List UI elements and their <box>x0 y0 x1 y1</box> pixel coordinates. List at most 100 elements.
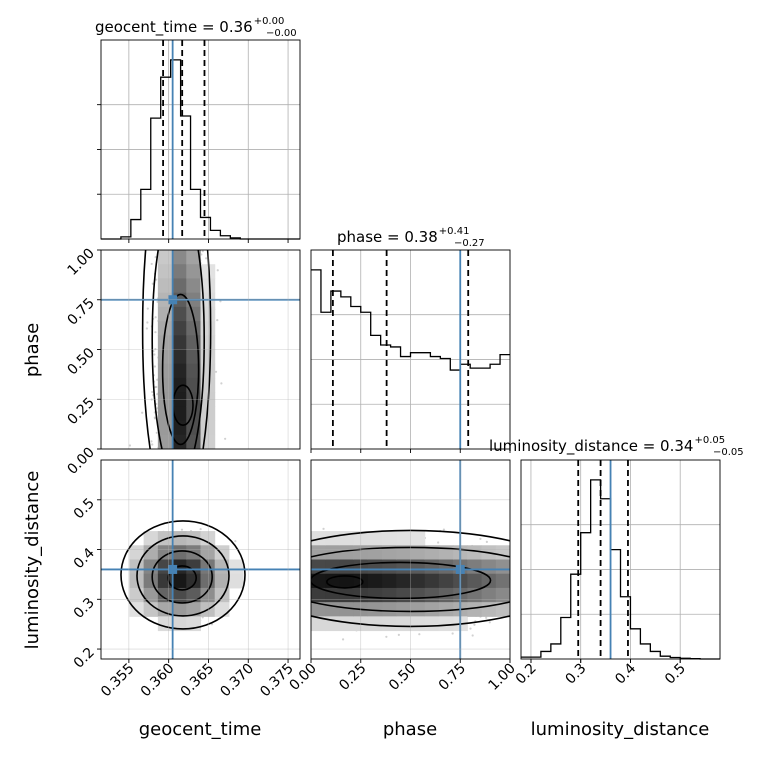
density-cell <box>200 335 216 350</box>
density-cell <box>157 377 173 393</box>
panel-2d-geocent-time-vs-luminosity-distance <box>100 459 301 660</box>
contour-line <box>311 561 492 600</box>
contour-line <box>161 293 200 446</box>
x-tick-label: 0.360 <box>138 661 178 701</box>
panel-hist-phase <box>310 249 511 453</box>
density-cell <box>214 573 230 589</box>
hist-phase <box>311 269 510 371</box>
contour-line <box>151 250 206 449</box>
density-cell <box>339 616 355 632</box>
density-cell <box>172 363 187 379</box>
contour-line <box>141 250 212 449</box>
y-tick-label: 0.25 <box>64 395 97 428</box>
density-cell <box>495 559 510 575</box>
title-phase: phase = 0.38+0.41 <box>337 226 469 246</box>
density-cell <box>382 616 397 632</box>
density-cell <box>410 545 426 560</box>
density-cell <box>495 602 510 617</box>
density-cell <box>200 573 216 589</box>
density-cell <box>143 587 159 603</box>
density-cell <box>467 573 483 589</box>
density-cell <box>186 349 201 365</box>
density-cell <box>172 250 187 265</box>
density-cell <box>467 602 483 617</box>
contour-line <box>136 535 230 617</box>
density-cell <box>325 531 340 546</box>
density-cell <box>157 250 173 265</box>
density-cell <box>325 559 340 575</box>
density-cell <box>172 545 187 560</box>
density-cell <box>172 587 187 603</box>
density-cell <box>129 545 145 560</box>
density-cell <box>186 573 201 589</box>
density-cell <box>200 559 216 575</box>
density-cell <box>157 278 173 294</box>
density-cell <box>186 363 201 379</box>
y-tick-label: 0.75 <box>64 295 97 328</box>
density-cell <box>157 573 173 589</box>
xlabel-luminosity-distance: luminosity_distance <box>531 719 710 740</box>
title-geocent-time-minus: −0.00 <box>266 28 297 39</box>
density-cell <box>424 573 440 589</box>
title-geocent-time: geocent_time = 0.36+0.00 <box>95 16 284 37</box>
density-cell <box>495 545 510 560</box>
density-cell <box>228 573 244 589</box>
density-cell <box>410 573 426 589</box>
density-cell <box>311 545 326 560</box>
density-cell <box>311 602 326 617</box>
density-cell <box>143 602 159 617</box>
density-cell <box>467 545 483 560</box>
density-cell <box>325 616 340 632</box>
density-cell <box>410 559 426 575</box>
title-phase-minus: −0.27 <box>454 238 485 249</box>
xlabel-phase: phase <box>383 719 437 740</box>
panel-frame <box>100 39 301 240</box>
title-luminosity-distance: luminosity_distance = 0.34+0.05 <box>489 435 725 456</box>
density-cell <box>481 559 497 575</box>
density-cell <box>172 321 187 336</box>
density-cell <box>382 545 397 560</box>
y-tick-label: 0.00 <box>64 445 97 478</box>
density-cell <box>228 559 244 575</box>
density-cell <box>424 616 440 632</box>
density-cell <box>186 321 201 336</box>
ylabel-luminosity-distance: luminosity_distance <box>22 471 43 650</box>
density-cell <box>143 559 159 575</box>
x-tick-label: 0.50 <box>386 661 419 694</box>
density-cell <box>339 573 355 589</box>
density-cell <box>200 531 216 546</box>
x-tick-label: 0.3 <box>562 661 589 688</box>
density-cell <box>424 559 440 575</box>
contour-line <box>151 550 213 604</box>
density-cell <box>143 573 159 589</box>
density-cell <box>311 587 326 603</box>
panel-2d-phase-vs-luminosity-distance <box>310 459 511 660</box>
x-tick-label: 0.5 <box>662 661 689 688</box>
density-cell <box>172 349 187 365</box>
density-cell <box>214 602 230 617</box>
density-cell <box>367 531 383 546</box>
density-cell <box>172 602 187 617</box>
density-cell <box>200 420 216 436</box>
density-cell <box>186 602 201 617</box>
x-tick-label: 0.2 <box>513 661 540 688</box>
density-cell <box>424 545 440 560</box>
density-cell <box>129 602 145 617</box>
density-cell <box>172 531 187 546</box>
panel-2d-geocent-time-vs-phase <box>100 249 301 450</box>
ylabel-phase: phase <box>22 323 43 377</box>
x-tick-label: 0.370 <box>217 661 257 701</box>
density-cell <box>172 434 187 449</box>
density-cell <box>172 616 187 632</box>
x-tick-label: 0.75 <box>436 661 469 694</box>
density-cell <box>186 264 201 279</box>
x-tick-label: 0.25 <box>336 661 369 694</box>
density-cell <box>382 602 397 617</box>
density-cell <box>410 602 426 617</box>
y-tick-label: 0.50 <box>64 345 97 378</box>
density-cell <box>311 573 326 589</box>
density-cell <box>143 545 159 560</box>
density-cell <box>200 321 216 336</box>
